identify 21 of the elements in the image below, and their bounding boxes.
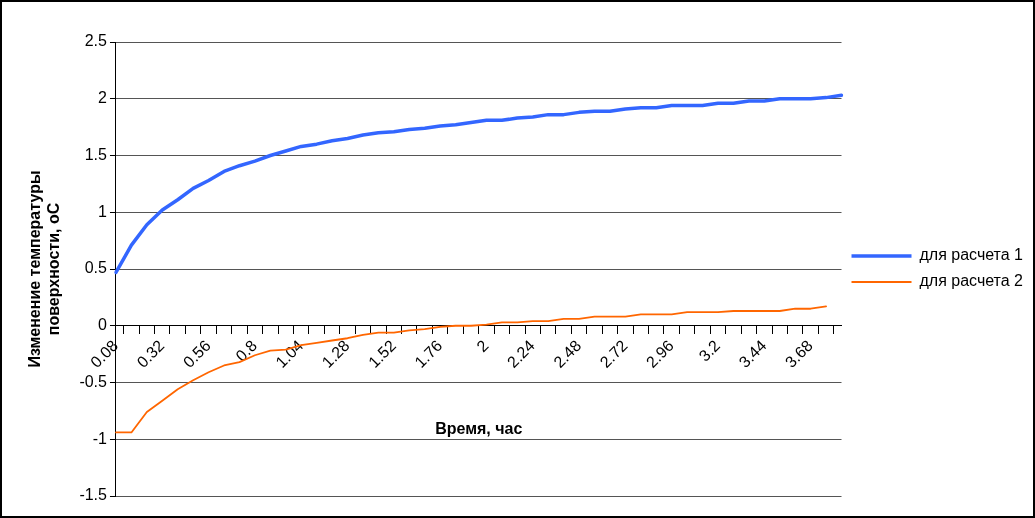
x-tick-label: 0.08 <box>87 336 122 371</box>
y-tick-label: -1 <box>92 429 108 447</box>
x-tick-label: 2 <box>473 336 492 356</box>
y-tick-label: 1.5 <box>84 145 108 163</box>
x-axis-title: Время, час <box>435 420 523 438</box>
x-tick-label: 0.8 <box>232 336 261 365</box>
y-tick-label: -1.5 <box>79 486 108 504</box>
y-axis-title: Изменение температуры поверхности, оС <box>26 170 63 368</box>
y-tick-label: 2 <box>98 89 108 107</box>
x-tick-label: 3.2 <box>695 336 724 365</box>
legend-label: для расчета 2 <box>919 272 1024 290</box>
x-tick-label: 3.44 <box>735 336 770 371</box>
y-tick-label: 1 <box>98 202 108 220</box>
legend-label: для расчета 1 <box>919 246 1024 264</box>
y-tick-label: 0.5 <box>84 259 108 277</box>
x-tick-label: 3.68 <box>781 336 816 371</box>
y-tick-label: 2.5 <box>84 32 108 50</box>
y-tick-label: 0 <box>98 316 108 334</box>
x-tick-label: 0.32 <box>133 336 168 371</box>
y-tick-label: -0.5 <box>79 372 108 390</box>
x-tick-label: 0.56 <box>179 336 214 371</box>
